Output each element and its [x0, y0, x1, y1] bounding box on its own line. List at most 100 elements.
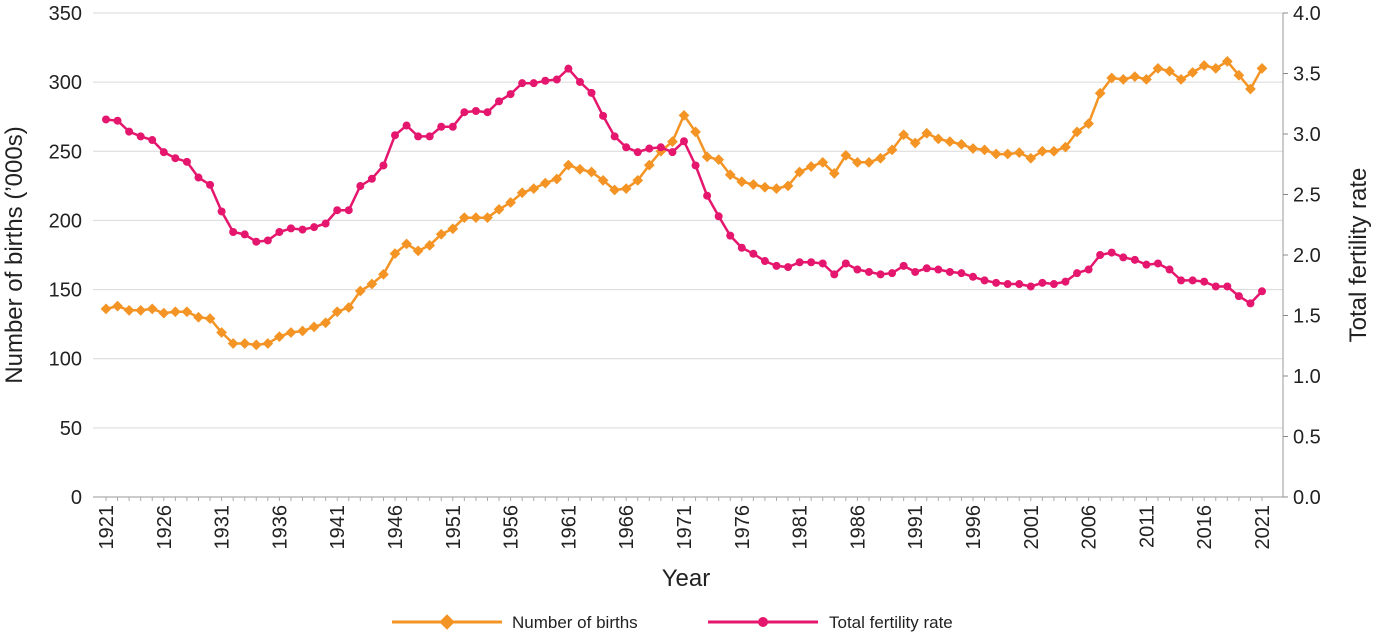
- data-point: [772, 261, 781, 270]
- data-point: [321, 219, 330, 228]
- data-point: [171, 154, 180, 163]
- data-point: [425, 132, 434, 141]
- data-point: [216, 327, 227, 338]
- data-point: [771, 183, 782, 194]
- data-point: [274, 331, 285, 342]
- x-tick-label: 2021: [1252, 505, 1274, 550]
- data-point: [146, 303, 158, 315]
- legend: Number of births Total fertility rate: [392, 613, 953, 632]
- data-point: [1188, 276, 1197, 285]
- data-point: [125, 127, 134, 136]
- data-point: [181, 306, 193, 318]
- data-point: [460, 108, 469, 117]
- data-point: [424, 239, 436, 251]
- data-point: [100, 303, 112, 315]
- data-point: [379, 161, 388, 170]
- data-point: [680, 137, 688, 146]
- data-point: [1013, 147, 1025, 159]
- data-point: [610, 132, 619, 141]
- data-point: [1234, 292, 1243, 301]
- data-point: [620, 183, 632, 194]
- data-point: [169, 306, 181, 318]
- series-births: [100, 56, 1268, 351]
- y-left-tick-label: 250: [49, 141, 82, 163]
- data-point: [239, 338, 251, 349]
- y-left-tick-label: 0: [71, 487, 82, 509]
- x-tick-label: 1981: [790, 505, 812, 550]
- y-right-tick-label: 2.0: [1293, 245, 1321, 267]
- x-tick-label: 1926: [154, 505, 176, 550]
- x-tick-label: 2001: [1021, 505, 1043, 550]
- data-point: [1258, 287, 1266, 296]
- data-point: [841, 259, 850, 268]
- data-point: [483, 108, 492, 117]
- data-point: [969, 272, 977, 281]
- data-point: [356, 182, 365, 191]
- data-point: [448, 122, 457, 131]
- data-point: [1061, 277, 1070, 286]
- y-right-tick-label: 1.0: [1293, 366, 1321, 388]
- data-point: [262, 338, 274, 349]
- data-point: [643, 159, 655, 171]
- data-point: [737, 243, 746, 252]
- y-left-tick-label: 300: [49, 72, 82, 94]
- x-axis-title: Year: [662, 565, 711, 592]
- data-point: [979, 144, 990, 156]
- legend-item-births: Number of births: [392, 613, 638, 632]
- legend-label-fertility: Total fertility rate: [829, 613, 953, 632]
- x-tick-label: 1976: [732, 505, 754, 550]
- y-left-tick-label: 100: [49, 349, 82, 371]
- data-point: [909, 137, 921, 149]
- y-right-tick-label: 3.5: [1293, 64, 1321, 86]
- data-point: [934, 265, 943, 274]
- x-tick-label: 1936: [269, 505, 291, 550]
- data-point: [632, 174, 644, 186]
- data-point: [437, 122, 446, 131]
- data-point: [563, 159, 574, 171]
- series-layer: [100, 56, 1268, 351]
- data-point: [217, 207, 226, 216]
- data-point: [1198, 60, 1210, 71]
- data-point: [805, 161, 817, 172]
- data-point: [574, 163, 586, 175]
- data-point: [1211, 282, 1220, 291]
- data-point: [193, 311, 204, 323]
- data-point: [759, 181, 771, 193]
- data-point: [818, 259, 827, 268]
- x-tick-label: 1991: [905, 505, 927, 550]
- x-tick-label: 1946: [385, 505, 407, 550]
- data-point: [807, 258, 816, 267]
- data-point: [412, 245, 424, 257]
- data-point: [333, 206, 342, 215]
- data-point: [252, 237, 261, 246]
- data-point: [389, 248, 401, 259]
- data-point: [1026, 282, 1035, 291]
- data-point: [401, 238, 412, 250]
- data-point: [206, 180, 215, 189]
- data-point: [817, 156, 829, 168]
- data-point: [795, 258, 804, 267]
- x-tick-label: 1986: [847, 505, 869, 550]
- legend-marker-births: [439, 614, 455, 630]
- data-point: [1165, 265, 1174, 274]
- data-point: [367, 174, 376, 183]
- data-point: [1129, 71, 1141, 82]
- series-line: [105, 60, 1264, 347]
- data-point: [204, 313, 216, 324]
- x-tick-label: 1961: [558, 505, 580, 550]
- data-point: [1025, 152, 1037, 164]
- data-point: [343, 302, 355, 313]
- data-point: [899, 261, 908, 270]
- data-point: [551, 173, 563, 185]
- data-point: [760, 257, 769, 266]
- data-point: [366, 278, 378, 290]
- data-point: [263, 236, 272, 245]
- y-right-tick-label: 4.0: [1293, 3, 1321, 25]
- data-point: [414, 132, 423, 141]
- data-point: [505, 197, 516, 208]
- x-tick-label: 1921: [96, 505, 118, 550]
- data-point: [875, 152, 886, 164]
- data-point: [354, 285, 366, 297]
- data-point: [310, 223, 319, 232]
